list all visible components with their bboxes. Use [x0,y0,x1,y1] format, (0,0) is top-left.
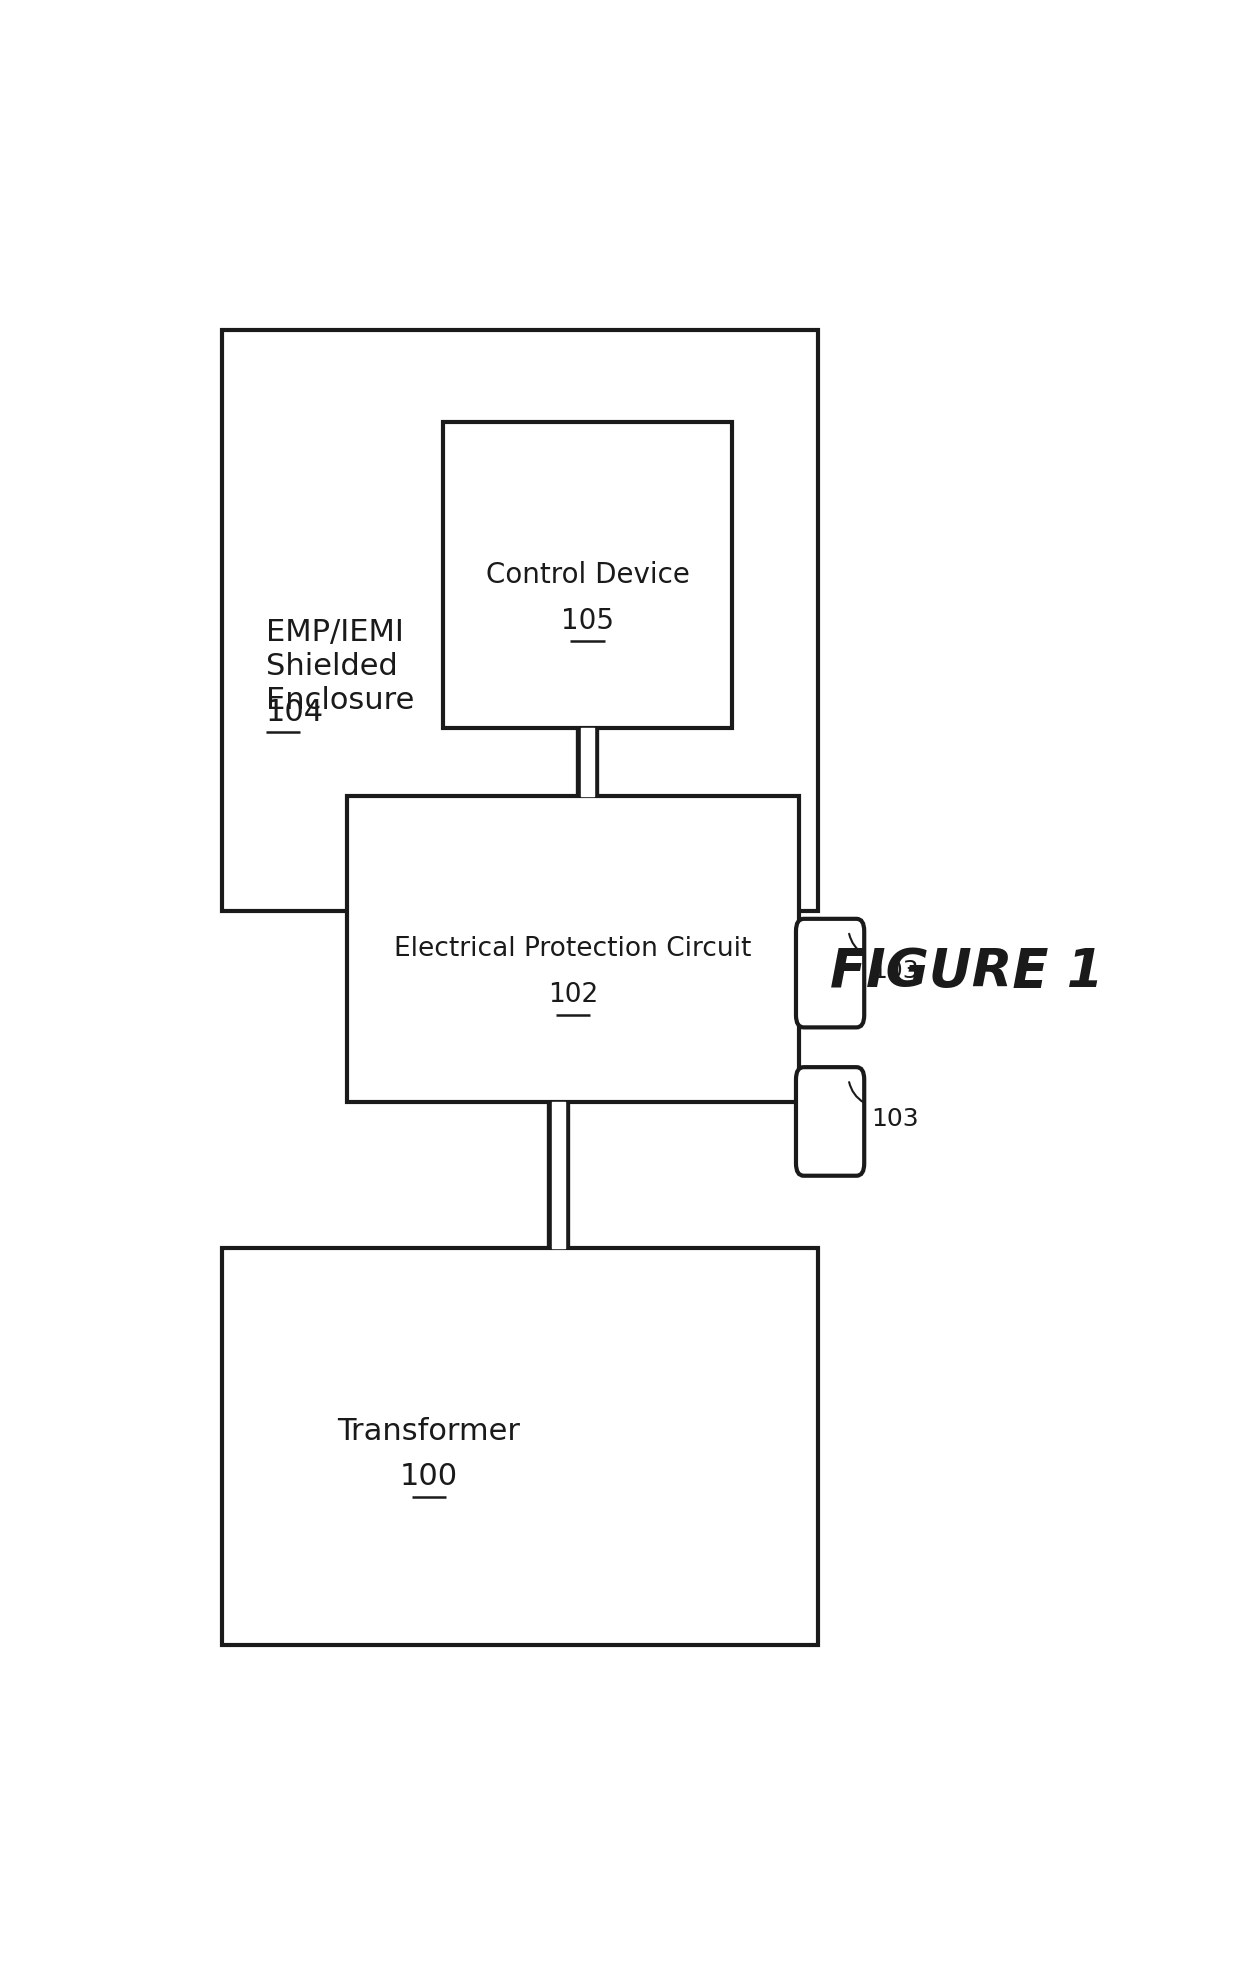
Text: 103: 103 [870,959,919,983]
Text: Transformer: Transformer [337,1416,521,1446]
Text: 105: 105 [560,606,614,636]
Text: 104: 104 [265,697,324,727]
Text: Electrical Protection Circuit: Electrical Protection Circuit [394,937,751,963]
Text: FIGURE 1: FIGURE 1 [831,947,1104,999]
FancyBboxPatch shape [796,920,864,1027]
Bar [222,330,818,912]
Bar [347,796,799,1102]
Text: 100: 100 [399,1462,458,1491]
Bar [444,421,732,727]
Text: Control Device: Control Device [486,560,689,588]
Text: EMP/IEMI
Shielded
Enclosure: EMP/IEMI Shielded Enclosure [265,618,414,715]
Text: 103: 103 [870,1106,919,1132]
FancyBboxPatch shape [796,1066,864,1176]
Bar [222,1247,818,1644]
Text: 102: 102 [548,983,598,1009]
